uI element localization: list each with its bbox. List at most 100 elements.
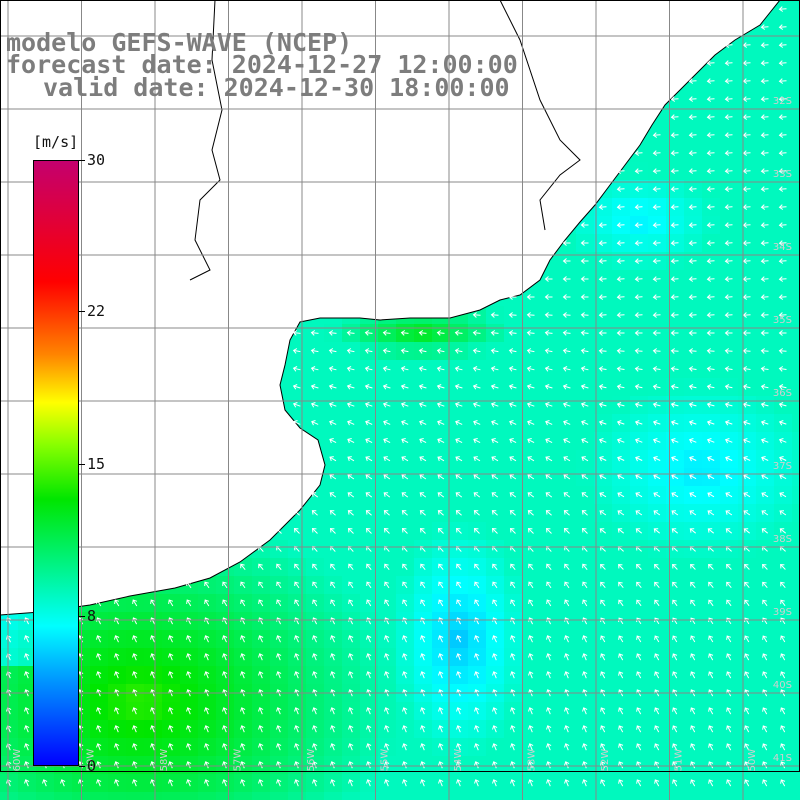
wind-arrow [616,168,625,174]
speed-cell [792,396,800,415]
wind-arrow [510,563,516,571]
wind-arrow [240,671,246,679]
wind-arrow [725,528,733,534]
wind-arrow [222,671,228,679]
wind-arrow [346,330,355,336]
wind-arrow [618,563,624,570]
wind-arrow [330,599,336,607]
wind-arrow [690,617,696,625]
wind-arrow [563,510,570,516]
wind-arrow [402,725,408,733]
wind-arrow [114,599,120,607]
wind-arrow [652,222,661,228]
wind-arrow [726,581,732,589]
wind-arrow [707,456,715,462]
wind-arrow [690,653,696,661]
wind-arrow [564,599,570,607]
speed-cell [702,792,721,800]
wind-arrow [384,599,390,607]
wind-arrow [562,402,571,408]
wind-arrow [348,743,354,751]
wind-arrow [780,707,786,715]
wind-arrow [708,707,714,715]
wind-arrow [544,402,553,408]
wind-arrow [546,599,552,607]
wind-arrow [491,527,498,534]
wind-arrow [24,653,30,661]
wind-arrow [528,581,534,589]
wind-arrow [706,330,715,336]
wind-arrow [329,492,337,498]
wind-arrow [527,492,535,498]
wind-arrow [762,617,768,625]
speed-cell [792,126,800,145]
wind-arrow [132,707,138,715]
speed-cell [432,792,451,800]
wind-arrow [580,294,589,300]
wind-arrow [582,779,588,787]
wind-arrow [672,761,678,769]
wind-arrow [473,492,481,498]
wind-arrow [454,366,463,372]
wind-arrow [490,312,499,318]
wind-arrow [310,348,319,354]
wind-arrow [509,510,516,516]
wind-arrow [600,725,606,733]
wind-arrow [132,761,138,769]
wind-arrow [780,779,786,787]
wind-arrow [671,510,679,516]
wind-arrow [528,563,534,571]
wind-arrow [634,240,643,246]
wind-arrow [492,743,498,751]
wind-arrow [708,725,714,733]
wind-arrow [652,366,661,372]
wind-arrow [384,653,390,661]
wind-arrow [438,599,444,607]
wind-arrow [779,456,787,462]
wind-arrow [473,474,481,480]
lat-label: 35S [773,315,792,326]
wind-arrow [328,348,337,354]
wind-arrow [760,402,769,408]
wind-arrow [544,384,553,390]
wind-arrow [780,617,786,625]
wind-arrow [222,581,228,589]
wind-arrow [510,671,516,679]
wind-arrow [456,581,462,589]
lat-label: 40S [773,680,792,691]
wind-arrow [400,366,409,372]
wind-arrow [490,384,499,390]
wind-arrows [6,6,787,787]
wind-arrow [456,707,462,715]
wind-arrow [400,402,409,408]
wind-arrow [688,294,697,300]
wind-arrow [690,725,696,733]
speed-cell [792,522,800,541]
speed-cell [540,792,559,800]
wind-arrow [383,527,390,534]
wind-arrow [258,599,264,607]
wind-arrow [401,456,409,462]
wind-arrow [96,725,102,733]
wind-arrow [778,240,787,246]
wind-arrow [616,186,625,192]
wind-arrow [454,402,463,408]
wind-arrow [438,725,444,733]
wind-arrow [329,527,336,534]
wind-arrow [670,132,679,138]
wind-arrow [760,330,769,336]
wind-arrow [204,635,210,643]
speed-cell [792,216,800,235]
wind-arrow [706,366,715,372]
wind-arrow [760,384,769,390]
wind-arrow [690,599,696,607]
wind-arrow [366,599,372,607]
wind-arrow [400,330,409,336]
wind-arrow [510,599,516,607]
wind-arrow [780,581,786,589]
wind-arrow [564,581,570,589]
wind-arrow [724,204,733,210]
wind-arrow [706,222,715,228]
speed-cell [792,108,800,127]
wind-arrow [744,653,750,661]
